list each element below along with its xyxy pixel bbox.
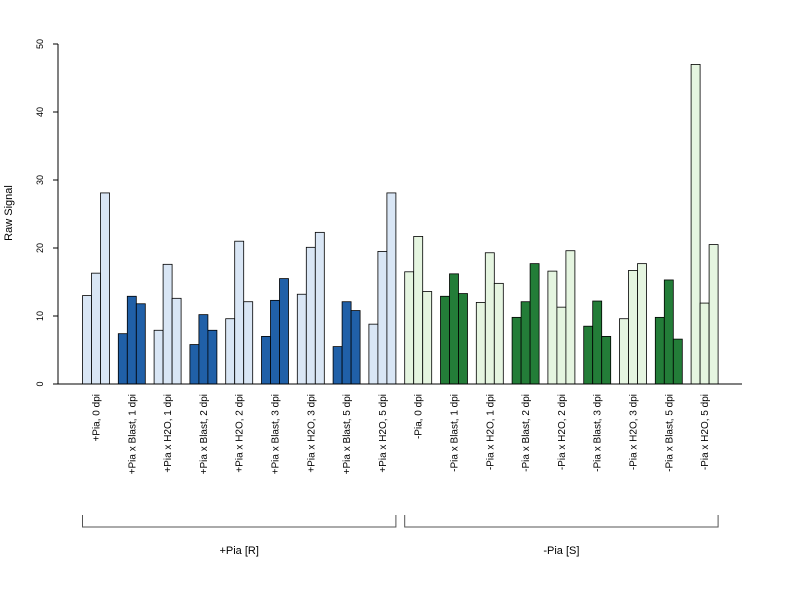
bar xyxy=(126,295,137,385)
x-tick-label: -Pia x H2O, 1 dpi xyxy=(485,394,496,470)
bar xyxy=(82,295,92,385)
x-tick-labels: +Pia, 0 dpi +Pia x Blast, 1 dpi +Pia x H2O… xyxy=(92,394,712,474)
x-tick-label: +Pia x H2O, 1 dpi xyxy=(163,394,174,473)
group-brackets: +Pia [R] -Pia [S] xyxy=(82,515,719,557)
bar xyxy=(368,323,379,385)
x-tick-label: -Pia, 0 dpi xyxy=(414,394,425,439)
bar xyxy=(270,299,280,385)
bar xyxy=(547,270,558,385)
x-tick-label: -Pia x Blast, 1 dpi xyxy=(450,394,461,472)
bar xyxy=(440,295,450,385)
bar xyxy=(475,301,486,385)
bar xyxy=(484,252,495,385)
bar xyxy=(243,301,254,385)
bar xyxy=(529,263,540,385)
x-tick-label: -Pia x H2O, 2 dpi xyxy=(557,394,568,470)
bar xyxy=(413,236,424,385)
bar xyxy=(672,338,683,385)
bar xyxy=(135,303,146,385)
bar xyxy=(663,279,674,385)
bar xyxy=(708,244,719,385)
bar xyxy=(305,246,316,385)
bar xyxy=(117,333,128,385)
bar xyxy=(279,278,289,385)
bar xyxy=(100,192,110,385)
y-axis-label: Raw Signal xyxy=(3,185,15,241)
bar xyxy=(332,346,343,385)
bar xyxy=(690,64,701,385)
bar xyxy=(350,310,361,385)
bar xyxy=(422,291,433,385)
bar xyxy=(493,282,504,385)
bar xyxy=(207,329,218,385)
bar xyxy=(556,306,567,385)
bar xyxy=(171,297,182,385)
x-tick-label: +Pia x H2O, 5 dpi xyxy=(378,394,389,473)
bar xyxy=(583,325,594,385)
x-tick-label: +Pia x Blast, 5 dpi xyxy=(342,394,353,474)
x-tick-label: +Pia x H2O, 2 dpi xyxy=(235,394,246,473)
bar xyxy=(565,250,576,385)
group-bracket xyxy=(82,515,397,528)
group-bracket xyxy=(404,515,719,528)
bar xyxy=(261,335,271,385)
bar xyxy=(341,301,352,385)
bar xyxy=(654,316,665,385)
bar xyxy=(153,329,164,385)
bar xyxy=(91,272,101,385)
bars xyxy=(82,64,719,385)
group-bracket-label: -Pia [S] xyxy=(543,545,579,557)
x-tick-label: +Pia x Blast, 2 dpi xyxy=(199,394,210,474)
x-tick-label: -Pia x Blast, 5 dpi xyxy=(664,394,675,472)
x-tick-label: -Pia x H2O, 3 dpi xyxy=(629,394,640,470)
x-tick-label: +Pia, 0 dpi xyxy=(92,394,103,442)
bar xyxy=(637,263,647,385)
y-tick-label: 20 xyxy=(35,243,45,253)
bar xyxy=(619,318,629,385)
bar xyxy=(162,263,173,385)
bar xyxy=(520,301,531,385)
bar xyxy=(458,293,468,385)
bar xyxy=(225,318,236,385)
y-tick-label: 0 xyxy=(35,381,45,386)
x-tick-label: -Pia x H2O, 5 dpi xyxy=(700,394,711,470)
group-bracket-label: +Pia [R] xyxy=(219,545,258,557)
bar xyxy=(377,250,388,385)
x-tick-label: +Pia x Blast, 1 dpi xyxy=(127,394,138,474)
bar xyxy=(404,271,415,385)
x-tick-label: +Pia x Blast, 3 dpi xyxy=(271,394,282,474)
bar xyxy=(449,273,459,385)
bar xyxy=(234,240,245,385)
bar xyxy=(189,344,200,385)
bar xyxy=(386,192,397,385)
bar xyxy=(511,316,522,385)
y-tick-label: 10 xyxy=(35,311,45,321)
y-tick-label: 30 xyxy=(35,175,45,185)
x-tick-label: -Pia x Blast, 2 dpi xyxy=(521,394,532,472)
y-axis: 0 10 20 30 40 50 xyxy=(35,39,59,387)
bar xyxy=(699,302,710,385)
bar xyxy=(296,293,307,385)
x-tick-label: -Pia x Blast, 3 dpi xyxy=(593,394,604,472)
bar xyxy=(601,335,612,385)
x-tick-label: +Pia x H2O, 3 dpi xyxy=(306,394,317,473)
bar xyxy=(314,231,325,385)
bar xyxy=(198,314,209,385)
y-tick-label: 50 xyxy=(35,39,45,49)
y-tick-label: 40 xyxy=(35,107,45,117)
bar xyxy=(592,300,603,385)
bar xyxy=(628,270,638,385)
